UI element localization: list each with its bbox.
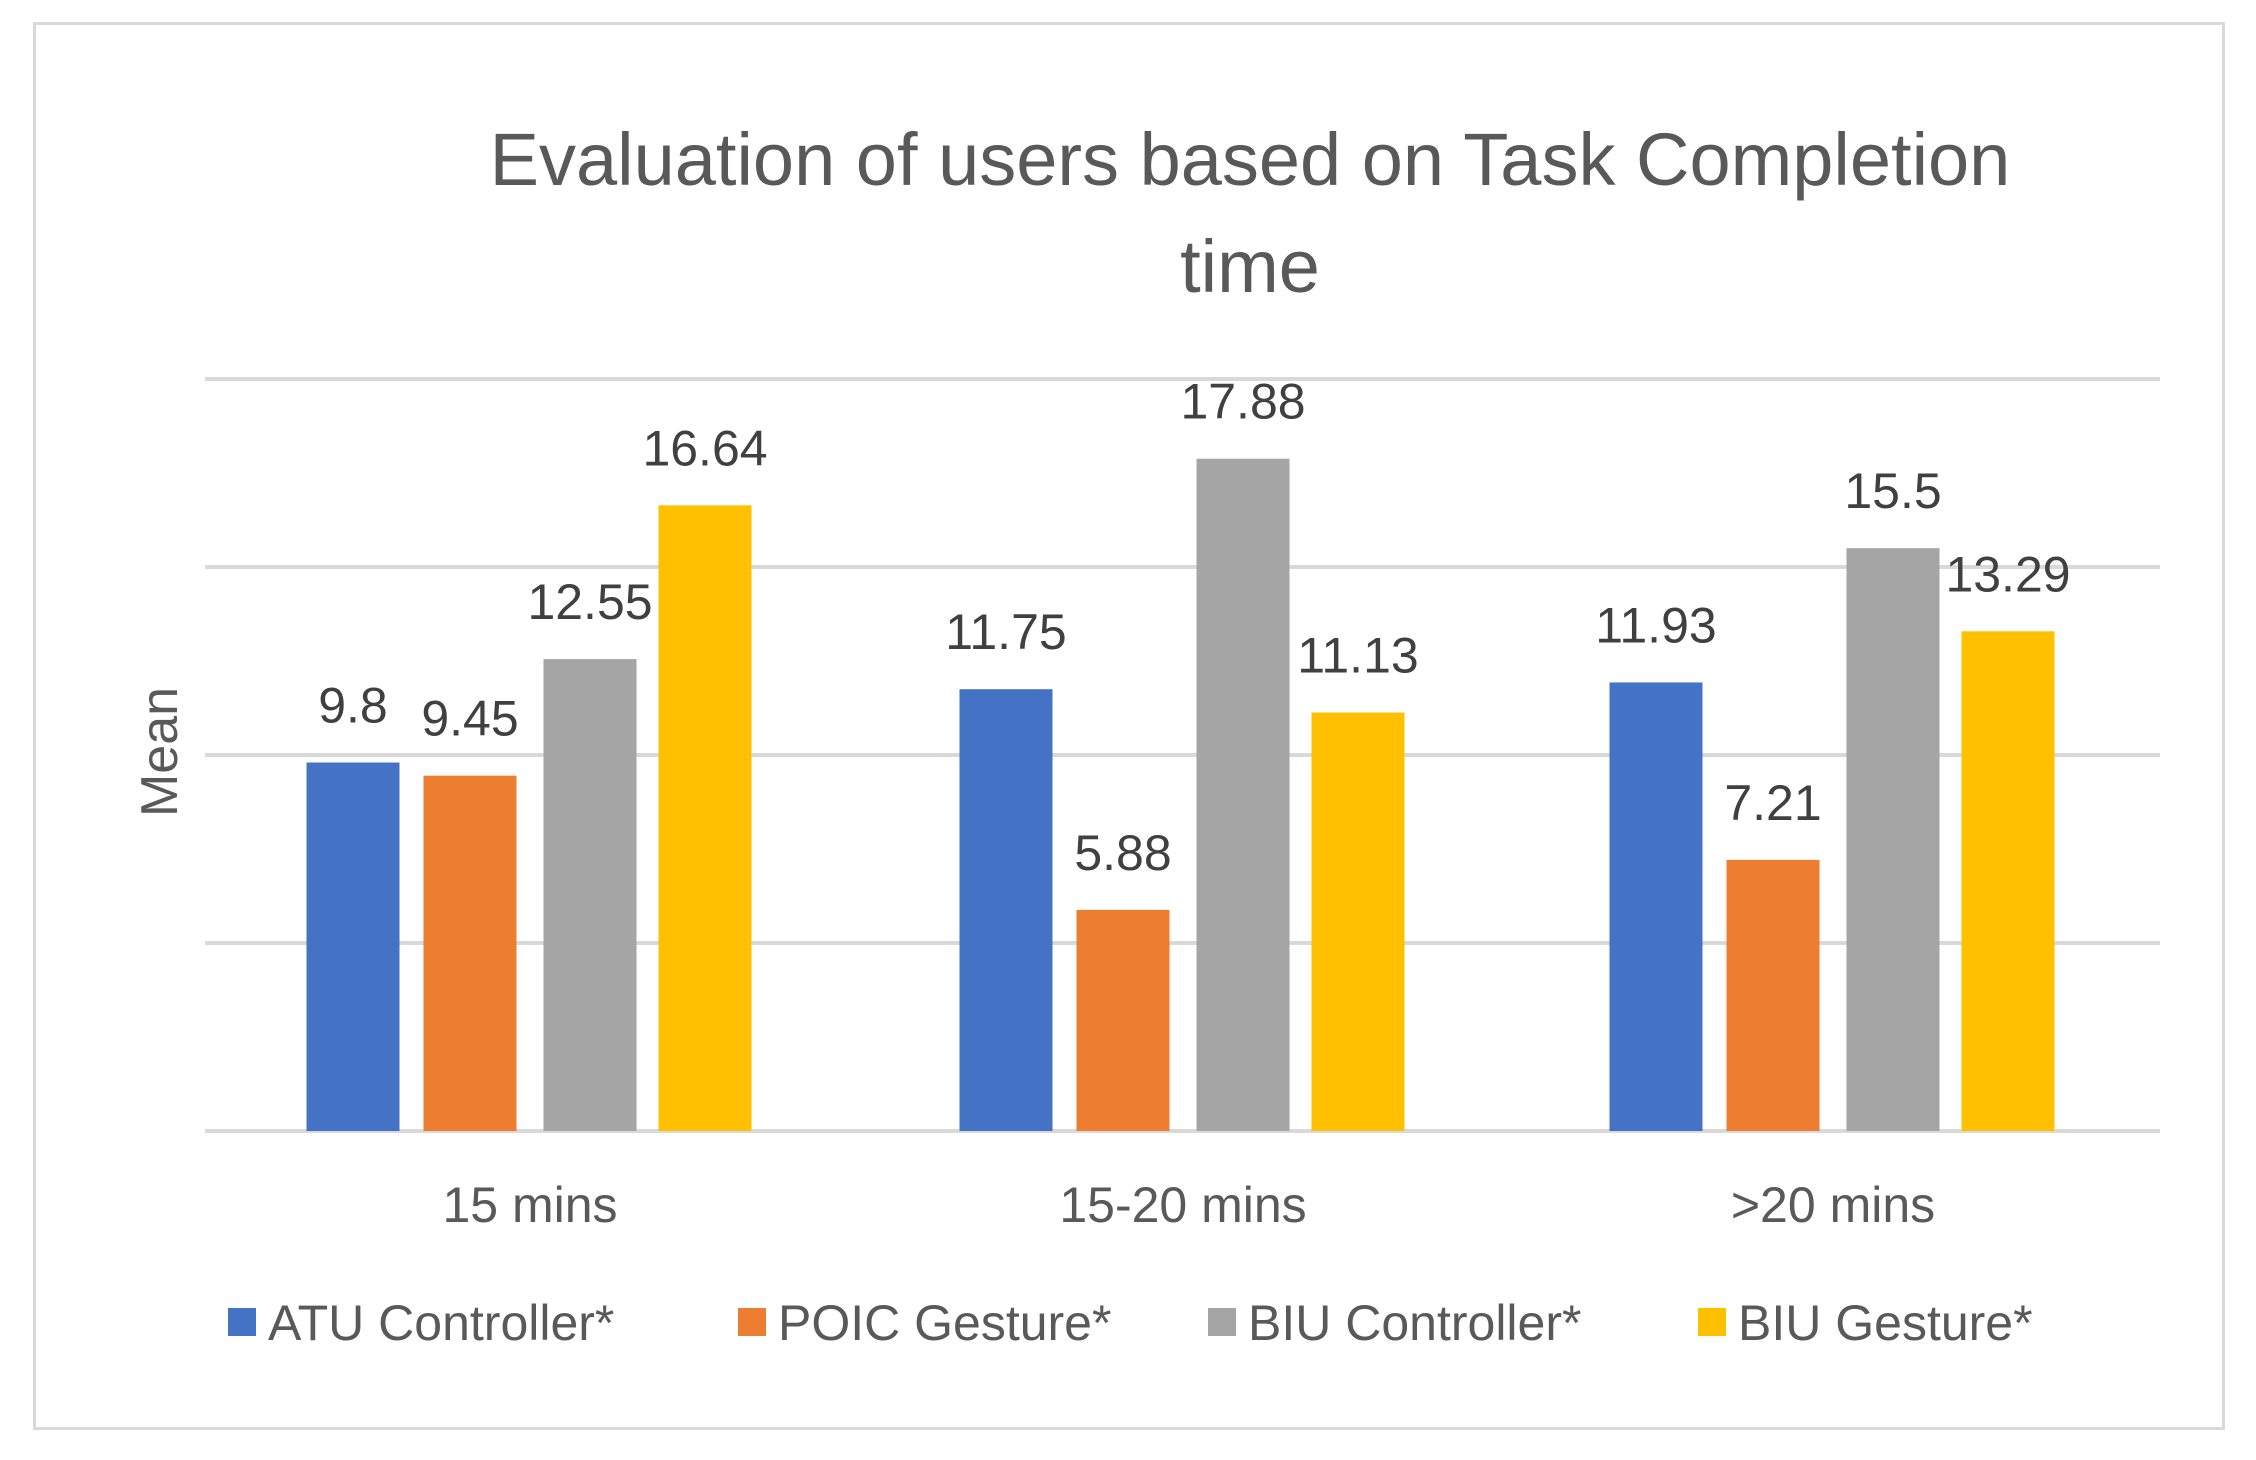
bar-atu-controller-15-mins — [306, 762, 400, 1131]
data-label-atu-controller-15-20-mins: 11.75 — [945, 604, 1066, 660]
chart-title-line-1: Evaluation of users based on Task Comple… — [490, 118, 2011, 201]
legend-swatch — [1208, 1308, 1236, 1336]
data-label-biu-gesture-gt-20-mins: 13.29 — [1945, 546, 2070, 602]
legend-swatch — [738, 1308, 766, 1336]
gridlines — [205, 377, 2160, 1133]
legend-swatch — [228, 1308, 256, 1336]
data-labels: 9.811.75 11.939.455.887.2112.5517.8815.51… — [318, 374, 2070, 881]
bar-biu-gesture-15-mins — [658, 505, 752, 1131]
y-axis-title: Mean — [131, 687, 189, 817]
bar-poic-gesture-15-20-mins — [1076, 909, 1170, 1131]
bar-biu-gesture-gt-20-mins — [1961, 631, 2055, 1131]
data-label-poic-gesture-gt-20-mins: 7.21 — [1724, 775, 1821, 831]
data-label-biu-controller-gt-20-mins: 15.5 — [1844, 463, 1941, 519]
legend: ATU Controller* POIC Gesture* BIU Controll… — [228, 1295, 2033, 1351]
bars — [306, 458, 2055, 1131]
bar-biu-controller-15-mins — [543, 659, 637, 1131]
legend-label: BIU Gesture* — [1738, 1295, 2033, 1351]
bar-biu-controller-gt-20-mins — [1846, 548, 1940, 1131]
data-label-biu-gesture-15-20-mins: 11.13 — [1297, 628, 1418, 684]
bar-atu-controller-gt-20-mins — [1609, 682, 1703, 1131]
chart-title-line-2: time — [1180, 225, 1320, 308]
x-tick-label: 15 mins — [442, 1177, 617, 1233]
data-label-biu-gesture-15-mins: 16.64 — [642, 420, 767, 476]
bar-poic-gesture-gt-20-mins — [1726, 859, 1820, 1131]
legend-label: ATU Controller* — [268, 1295, 614, 1351]
x-tick-label: 15-20 mins — [1059, 1177, 1306, 1233]
legend-item-biu-controller: BIU Controller* — [1208, 1295, 1581, 1351]
data-label-poic-gesture-15-mins: 9.45 — [421, 691, 518, 747]
legend-item-poic-gesture: POIC Gesture* — [738, 1295, 1111, 1351]
bar-poic-gesture-15-mins — [423, 775, 517, 1131]
legend-label: BIU Controller* — [1248, 1295, 1581, 1351]
x-tick-label: >20 mins — [1731, 1177, 1935, 1233]
legend-swatch — [1698, 1308, 1726, 1336]
legend-item-atu-controller: ATU Controller* — [228, 1295, 614, 1351]
data-label-biu-controller-15-20-mins: 17.88 — [1180, 374, 1305, 430]
bar-biu-gesture-15-20-mins — [1311, 712, 1405, 1131]
data-label-atu-controller-gt-20-mins: 11.93 — [1595, 597, 1716, 653]
data-label-poic-gesture-15-20-mins: 5.88 — [1074, 825, 1171, 881]
bar-biu-controller-15-20-mins — [1196, 458, 1290, 1131]
bar-atu-controller-15-20-mins — [959, 689, 1053, 1131]
data-label-atu-controller-15-mins: 9.8 — [318, 678, 388, 734]
legend-label: POIC Gesture* — [778, 1295, 1111, 1351]
x-axis-ticks: 15 mins 15-20 mins >20 mins — [442, 1177, 1935, 1233]
legend-item-biu-gesture: BIU Gesture* — [1698, 1295, 2033, 1351]
data-label-biu-controller-15-mins: 12.55 — [527, 574, 652, 630]
